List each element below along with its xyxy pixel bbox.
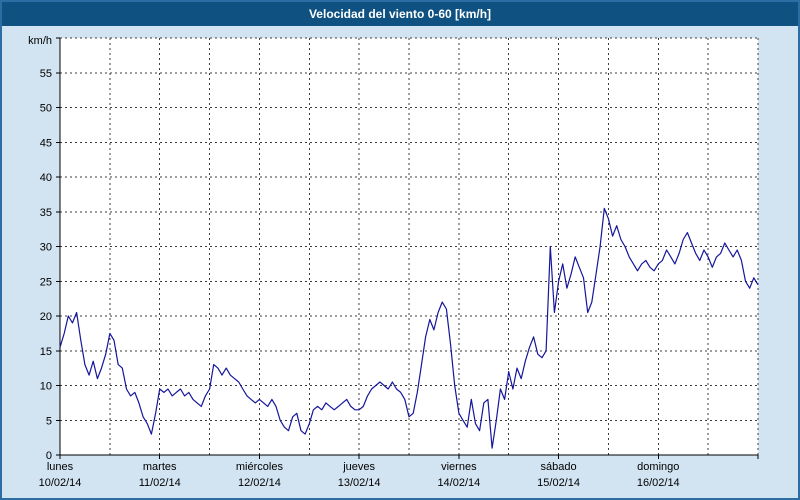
svg-text:55: 55 bbox=[40, 68, 52, 80]
svg-text:45: 45 bbox=[40, 137, 52, 149]
svg-text:10: 10 bbox=[40, 381, 52, 393]
wind-speed-chart: 0 5 10 15 20 25 30 35 40 45 50 55 km/h lunes 10/02/14 m… bbox=[28, 35, 759, 489]
svg-text:5: 5 bbox=[46, 415, 52, 427]
svg-text:30: 30 bbox=[40, 242, 52, 254]
wind-speed-line bbox=[59, 207, 759, 449]
grid-lines bbox=[60, 37, 759, 455]
y-axis-labels: 0 5 10 15 20 25 30 35 40 45 50 55 bbox=[40, 68, 52, 462]
svg-text:jueves: jueves bbox=[342, 461, 375, 473]
svg-text:12/02/14: 12/02/14 bbox=[238, 477, 281, 489]
svg-text:10/02/14: 10/02/14 bbox=[39, 477, 82, 489]
svg-text:sábado: sábado bbox=[541, 461, 577, 473]
svg-text:35: 35 bbox=[40, 207, 52, 219]
svg-text:15/02/14: 15/02/14 bbox=[537, 477, 580, 489]
svg-text:11/02/14: 11/02/14 bbox=[139, 477, 181, 489]
x-axis-labels: lunes 10/02/14 martes 11/02/14 miércoles 12/0… bbox=[39, 461, 680, 489]
svg-text:viernes: viernes bbox=[441, 461, 477, 473]
svg-text:50: 50 bbox=[40, 103, 52, 115]
svg-text:0: 0 bbox=[46, 450, 52, 462]
svg-text:20: 20 bbox=[40, 311, 52, 323]
svg-text:13/02/14: 13/02/14 bbox=[338, 477, 381, 489]
svg-text:15: 15 bbox=[40, 346, 52, 358]
svg-text:miércoles: miércoles bbox=[236, 461, 284, 473]
svg-text:14/02/14: 14/02/14 bbox=[437, 477, 480, 489]
svg-text:40: 40 bbox=[40, 172, 52, 184]
svg-text:25: 25 bbox=[40, 276, 52, 288]
chart-title-bar: Velocidad del viento 0-60 [km/h] bbox=[2, 2, 798, 26]
chart-panel: 0 5 10 15 20 25 30 35 40 45 50 55 km/h lunes 10/02/14 m… bbox=[2, 26, 798, 498]
axes bbox=[56, 37, 759, 459]
svg-text:lunes: lunes bbox=[47, 461, 74, 473]
svg-text:domingo: domingo bbox=[637, 461, 679, 473]
svg-text:16/02/14: 16/02/14 bbox=[637, 477, 680, 489]
y-axis-unit-label: km/h bbox=[28, 35, 52, 47]
chart-title: Velocidad del viento 0-60 [km/h] bbox=[308, 7, 492, 21]
svg-text:martes: martes bbox=[143, 461, 177, 473]
